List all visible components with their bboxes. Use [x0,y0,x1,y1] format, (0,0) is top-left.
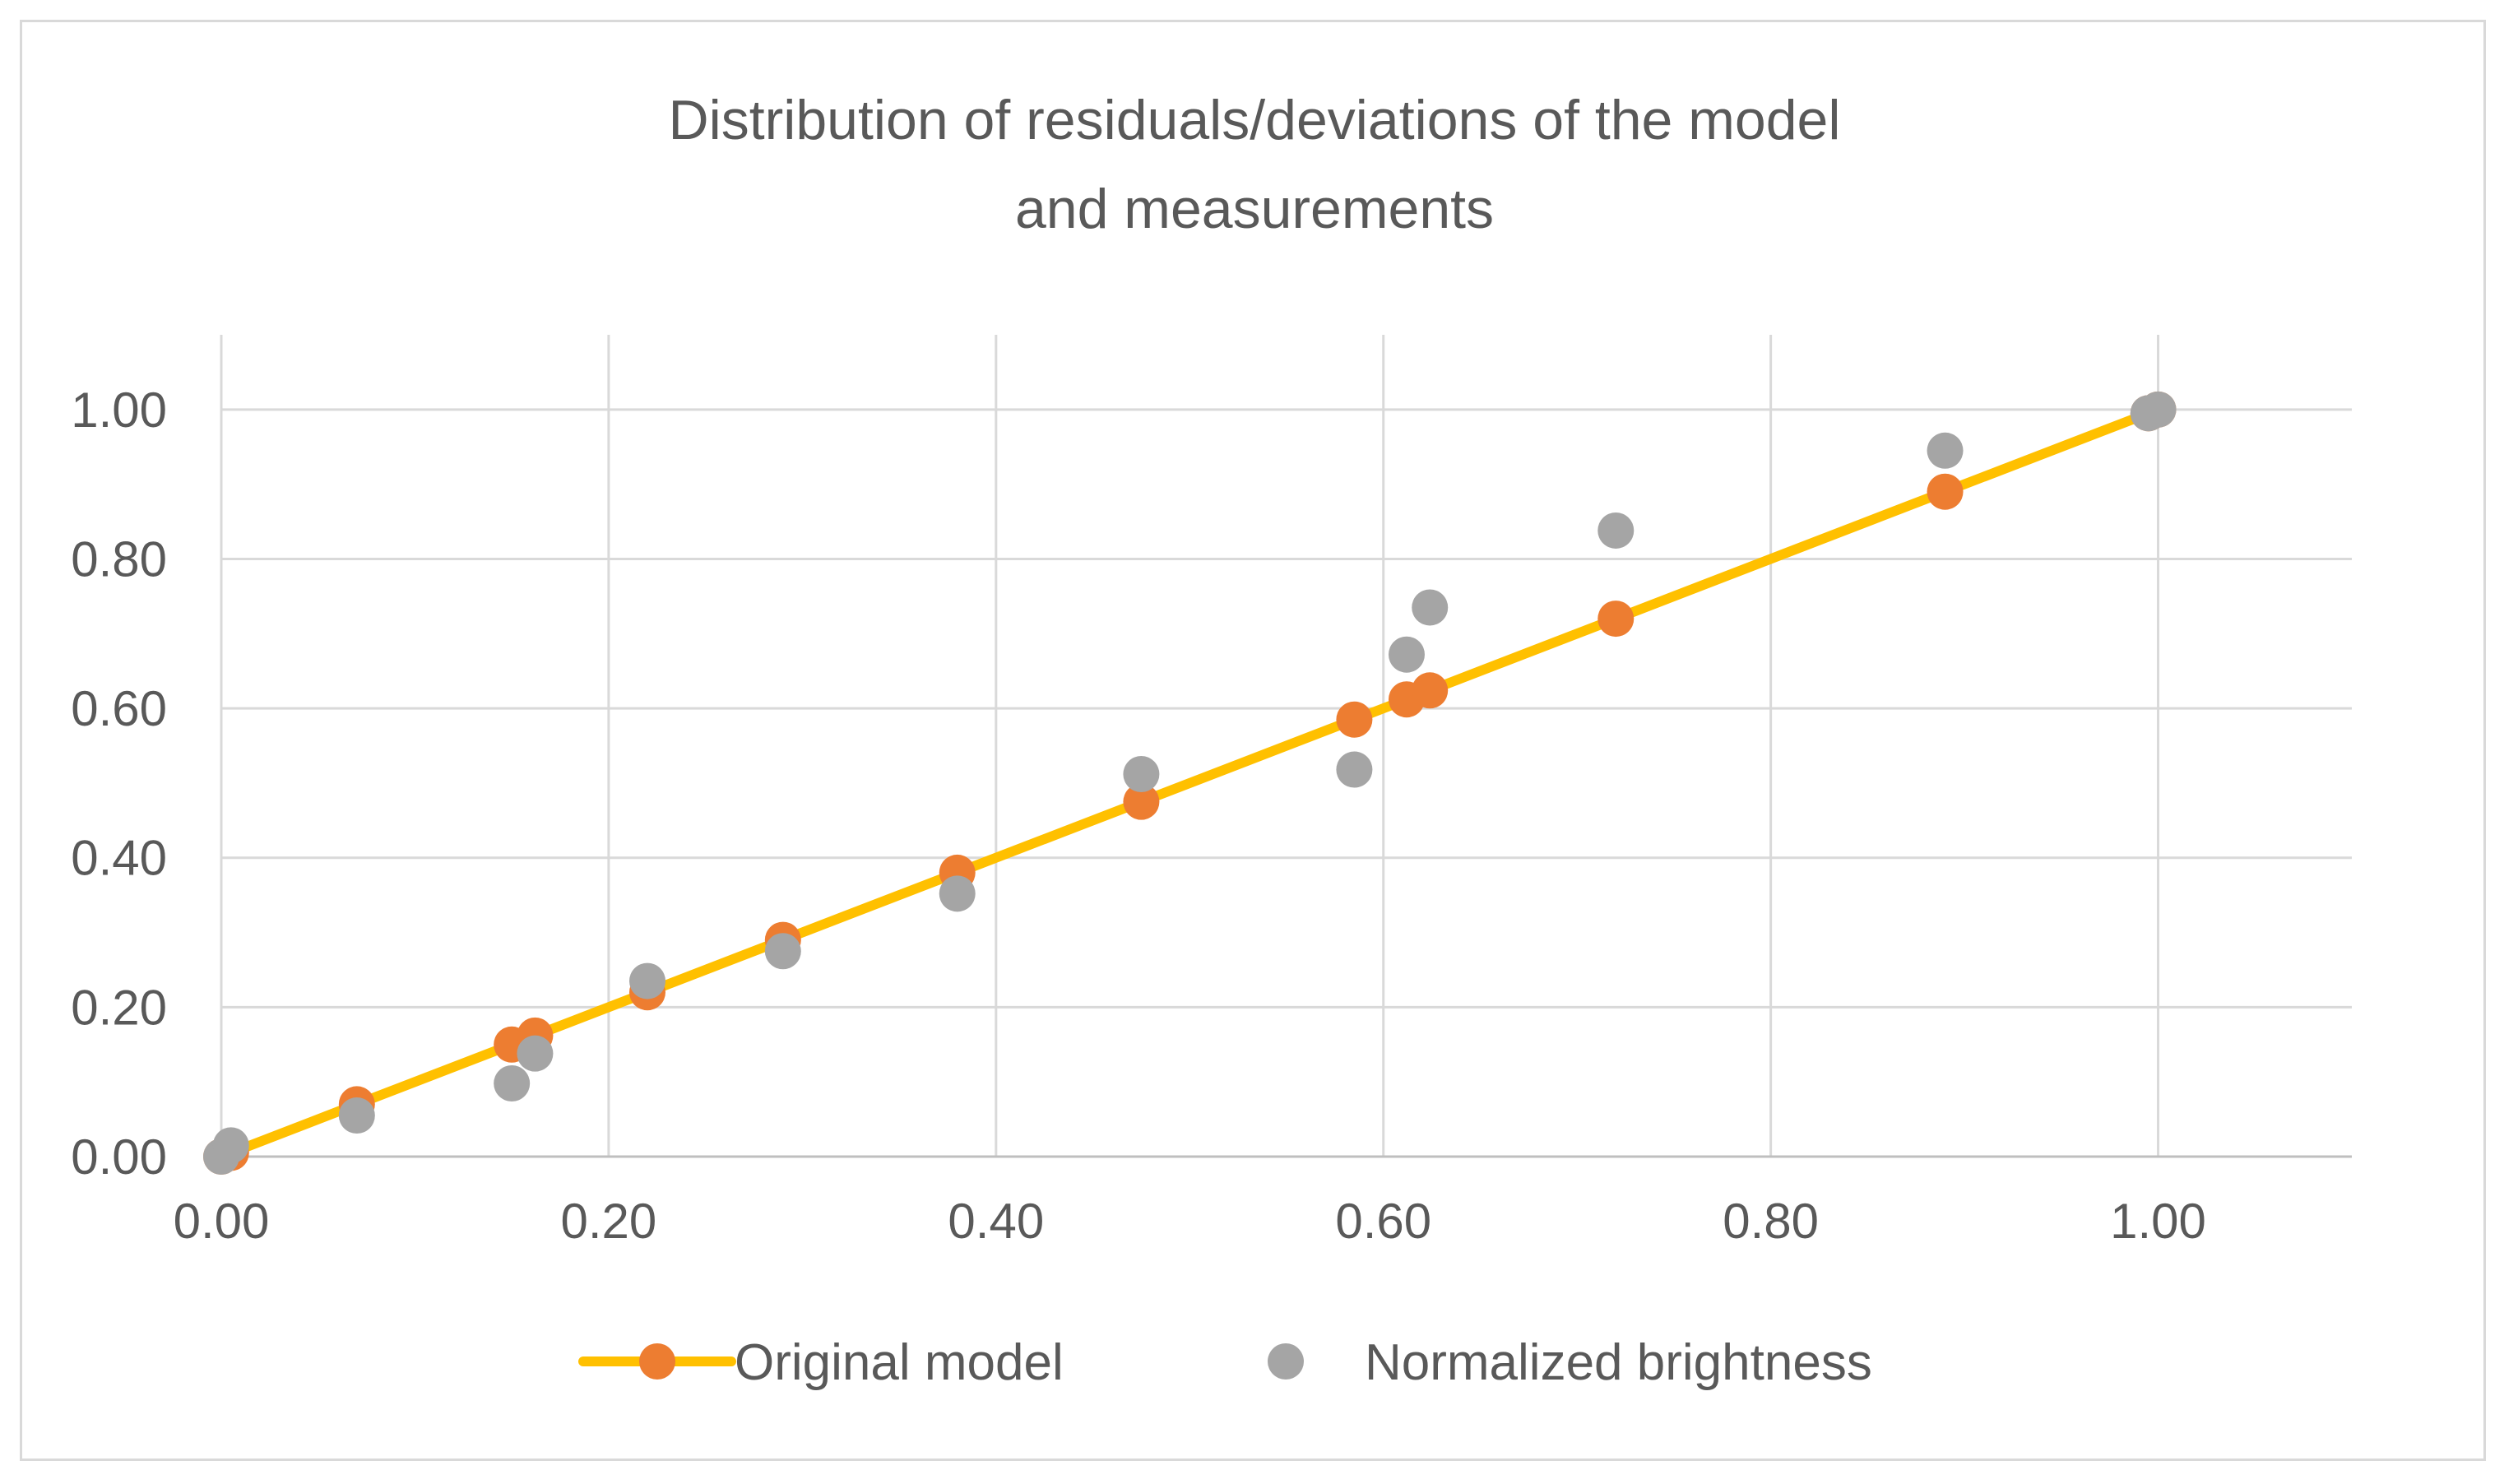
x-tick-label: 0.40 [948,1194,1044,1249]
x-tick-label: 1.00 [2110,1194,2206,1249]
legend-marker-swatch [639,1343,675,1380]
normalized-brightness-point[interactable] [212,1127,249,1164]
normalized-brightness-point[interactable] [1123,756,1160,793]
legend: Original model Normalized brightness [578,1334,1872,1391]
normalized-brightness-point[interactable] [2140,391,2177,428]
x-tick-label: 0.20 [561,1194,657,1249]
normalized-brightness-point[interactable] [629,962,665,999]
legend-marker-swatch [1268,1343,1304,1380]
y-tick-label: 1.00 [71,383,167,438]
original-model-point[interactable] [1123,783,1160,820]
original-model-line [216,404,2163,1162]
legend-label-normalized-brightness: Normalized brightness [1365,1334,1872,1391]
chart-title-line-2: and measurements [1015,178,1494,240]
y-tick-label: 0.40 [71,831,167,886]
y-tick-label: 0.60 [71,681,167,736]
original-model-point[interactable] [1927,473,1964,510]
chart-title: Distribution of residuals/deviations of … [669,89,1841,240]
normalized-brightness-point[interactable] [1388,636,1425,673]
y-tick-label: 0.20 [71,980,167,1035]
x-tick-label: 0.60 [1335,1194,1431,1249]
normalized-brightness-point[interactable] [338,1097,375,1134]
chart-svg: Distribution of residuals/deviations of … [71,89,2352,1391]
normalized-brightness-point[interactable] [517,1035,554,1072]
chart-frame: Distribution of residuals/deviations of … [20,20,2486,1461]
chart-title-line-1: Distribution of residuals/deviations of … [669,89,1841,151]
legend-label-original-model: Original model [735,1334,1064,1391]
normalized-brightness-point[interactable] [1927,432,1964,469]
x-tick-label: 0.00 [174,1194,270,1249]
original-model-point[interactable] [1412,672,1449,709]
plot-series [203,391,2177,1175]
tick-labels: 0.00 0.20 0.40 0.60 0.80 1.00 0.00 0.20 0.40 0.60… [71,383,2206,1249]
normalized-brightness-point[interactable] [1336,751,1373,788]
legend-entry-original-model[interactable]: Original model [578,1334,1064,1391]
y-tick-label: 0.00 [71,1129,167,1185]
normalized-brightness-point[interactable] [1412,589,1449,626]
original-model-point[interactable] [1597,601,1635,638]
original-model-point[interactable] [1336,701,1373,738]
legend-entry-normalized-brightness[interactable]: Normalized brightness [1268,1334,1872,1391]
normalized-brightness-point[interactable] [494,1064,531,1101]
x-tick-label: 0.80 [1723,1194,1819,1249]
normalized-brightness-point[interactable] [764,933,801,970]
gridlines [220,335,2352,1157]
normalized-brightness-point[interactable] [1597,512,1635,549]
normalized-brightness-point[interactable] [939,875,976,912]
y-tick-label: 0.80 [71,531,167,587]
